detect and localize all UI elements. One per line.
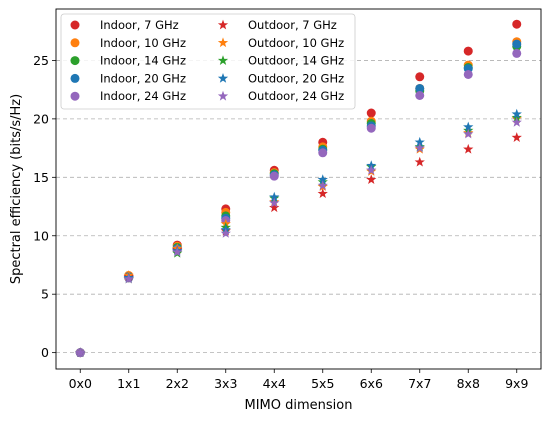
legend-entry: Indoor, 14 GHz (70, 54, 186, 68)
data-point (463, 46, 473, 56)
data-point (317, 174, 328, 185)
data-point (463, 128, 474, 139)
x-tick-label: 9x9 (505, 376, 528, 391)
legend-marker (217, 73, 229, 83)
data-point (511, 108, 522, 119)
legend-label: Indoor, 24 GHz (100, 89, 186, 103)
legend-entry: Indoor, 7 GHz (70, 18, 179, 32)
legend-entry: Indoor, 24 GHz (70, 89, 186, 103)
x-tick-label: 8x8 (457, 376, 480, 391)
data-point (414, 136, 425, 147)
axes: 0 5 10 15 20 25 0x0 1x1 2x2 3x3 4x4 5x5 6x6 7x7 8x8 9x9… (9, 8, 542, 413)
x-tick-label: 5x5 (311, 376, 334, 391)
series-points (75, 112, 522, 358)
data-point (512, 19, 522, 29)
x-tick-label: 2x2 (166, 376, 189, 391)
data-point (415, 90, 425, 100)
data-point (366, 123, 376, 133)
x-axis-title: MIMO dimension (245, 398, 353, 413)
data-point (269, 171, 279, 181)
data-point (414, 156, 425, 167)
legend-marker (70, 38, 80, 48)
data-point (123, 273, 134, 284)
legend-label: Outdoor, 14 GHz (248, 54, 344, 68)
x-tick-label: 6x6 (360, 376, 383, 391)
legend-marker (217, 37, 229, 48)
legend-marker (70, 20, 80, 30)
legend-label: Indoor, 14 GHz (100, 54, 186, 68)
y-tick-label: 0 (41, 345, 49, 360)
legend-label: Outdoor, 7 GHz (248, 18, 337, 32)
legend-label: Indoor, 10 GHz (100, 36, 186, 50)
legend-marker (70, 56, 80, 66)
y-tick-label: 15 (33, 170, 49, 185)
data-point (269, 202, 280, 213)
y-tick-label: 5 (41, 287, 49, 302)
data-point (512, 48, 522, 58)
legend-label: Outdoor, 20 GHz (248, 71, 344, 85)
x-tick-label: 1x1 (117, 376, 140, 391)
data-point (414, 142, 425, 153)
data-point (269, 197, 280, 208)
x-tick-label: 3x3 (214, 376, 237, 391)
legend-entry: Outdoor, 20 GHz (217, 71, 344, 85)
series-points (75, 132, 522, 358)
data-point (366, 108, 376, 118)
legend-entry: Indoor, 10 GHz (70, 36, 186, 50)
legend-label: Outdoor, 24 GHz (248, 89, 344, 103)
y-tick-label: 25 (33, 53, 49, 68)
data-point (172, 246, 183, 257)
legend-entry: Outdoor, 24 GHz (217, 89, 344, 103)
data-points (75, 19, 522, 358)
y-tick-label: 20 (33, 111, 49, 126)
data-point (511, 116, 522, 127)
data-point (415, 83, 425, 93)
series-points (75, 113, 522, 358)
data-point (75, 347, 86, 358)
data-point (366, 174, 377, 185)
legend-entry: Indoor, 20 GHz (70, 71, 186, 85)
legend-entry: Outdoor, 7 GHz (217, 18, 337, 32)
x-tick-label: 0x0 (69, 376, 92, 391)
data-point (463, 121, 474, 132)
legend-label: Indoor, 20 GHz (100, 71, 186, 85)
legend-marker (217, 19, 229, 30)
legend-entry: Outdoor, 10 GHz (217, 36, 344, 50)
data-point (220, 228, 231, 238)
data-point (269, 191, 280, 202)
data-point (511, 132, 522, 142)
y-axis-title: Spectral efficiency (bits/s/Hz) (9, 94, 24, 284)
data-point (512, 39, 522, 49)
data-point (415, 72, 425, 82)
legend-marker (70, 91, 80, 101)
legend-label: Outdoor, 10 GHz (248, 36, 344, 50)
legend-marker (217, 55, 229, 65)
data-point (463, 143, 474, 154)
x-tick-label: 7x7 (408, 376, 431, 391)
data-point (317, 188, 328, 199)
legend-label: Indoor, 7 GHz (100, 18, 179, 32)
x-tick-label: 4x4 (263, 376, 286, 391)
legend: Indoor, 7 GHz Indoor, 10 GHz Indoor, 14 GH… (60, 13, 356, 110)
legend-marker (217, 90, 229, 101)
data-point (366, 164, 377, 175)
data-point (318, 148, 328, 158)
data-point (463, 69, 473, 79)
legend-box (60, 13, 356, 110)
series-points (75, 116, 522, 358)
series-points (75, 108, 522, 358)
data-point (317, 180, 328, 190)
y-tick-label: 10 (33, 228, 49, 243)
legend-marker (70, 73, 80, 83)
legend-entry: Outdoor, 14 GHz (217, 54, 344, 68)
plot-frame (55, 8, 542, 370)
